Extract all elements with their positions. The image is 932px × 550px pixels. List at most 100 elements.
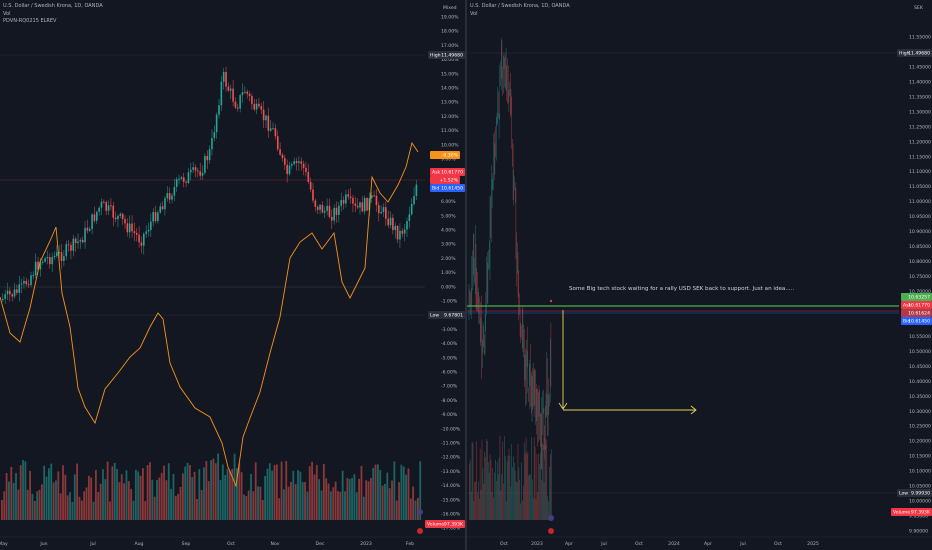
price-candle bbox=[67, 244, 70, 246]
price-candle bbox=[34, 261, 37, 275]
price-candle bbox=[352, 197, 354, 204]
price-candle bbox=[88, 228, 91, 231]
left-chart-panel[interactable]: 19.00% 18.00% 17.00% 16.00% 15.00% 14.00% 13.0… bbox=[0, 0, 466, 550]
right-low-tag bbox=[897, 489, 932, 497]
volume-bar bbox=[480, 490, 482, 520]
left-percent-tick: -13.00% bbox=[441, 469, 461, 475]
volume-bar bbox=[509, 455, 511, 520]
price-candle bbox=[415, 184, 418, 197]
volume-bar bbox=[153, 496, 156, 520]
price-candle bbox=[53, 255, 56, 258]
volume-bar bbox=[207, 481, 210, 520]
volume-bar bbox=[57, 471, 60, 520]
idea-annotation[interactable]: Some Big tech stock waiting for a rally … bbox=[569, 286, 795, 292]
volume-bar bbox=[48, 468, 50, 520]
volume-bar bbox=[487, 441, 488, 520]
volume-bar bbox=[521, 462, 522, 520]
price-candle bbox=[81, 239, 84, 243]
volume-bar bbox=[341, 470, 344, 520]
volume-bar bbox=[512, 466, 513, 520]
volume-bar bbox=[547, 496, 548, 520]
event-flag-icon[interactable] bbox=[548, 515, 554, 521]
volume-bar bbox=[95, 469, 97, 520]
right-chart-panel[interactable]: 11.5500011.5000011.4500011.4000011.35000… bbox=[467, 0, 932, 550]
volume-bar bbox=[170, 488, 172, 520]
price-candle bbox=[284, 158, 286, 165]
volume-bar bbox=[259, 486, 262, 520]
price-candle bbox=[121, 213, 124, 220]
flag-us-icon[interactable] bbox=[548, 528, 554, 534]
volume-bar bbox=[318, 479, 321, 520]
volume-bar bbox=[134, 469, 137, 520]
arrow-down-head[interactable] bbox=[558, 402, 568, 410]
price-candle bbox=[239, 95, 241, 109]
left-percent-tick: 15.00% bbox=[441, 71, 459, 77]
right-ask-tag-label: Ask bbox=[903, 303, 912, 309]
left-volume-tag-value: 97.393K bbox=[444, 522, 464, 528]
volume-bar bbox=[534, 446, 536, 520]
price-candle bbox=[331, 216, 333, 221]
price-candle bbox=[300, 161, 303, 164]
left-percent-tick: -9.00% bbox=[441, 412, 458, 418]
price-candle bbox=[175, 179, 178, 187]
volume-bar bbox=[393, 461, 396, 520]
event-flag-icon[interactable] bbox=[417, 509, 423, 515]
left-month-tick: Nov bbox=[271, 541, 280, 547]
volume-bar bbox=[268, 463, 271, 520]
volume-bar bbox=[412, 486, 415, 520]
price-candle bbox=[291, 163, 293, 166]
left-percent-tick: 18.00% bbox=[441, 29, 459, 35]
volume-bar bbox=[487, 462, 489, 520]
volume-bar bbox=[332, 487, 335, 520]
left-percent-tick: 11.00% bbox=[441, 128, 459, 134]
left-percent-tick: 6.00% bbox=[441, 199, 456, 205]
volume-bar bbox=[104, 479, 107, 520]
left-change-tag-value: +1.52% bbox=[440, 178, 459, 184]
volume-bar bbox=[130, 488, 133, 520]
price-candle bbox=[194, 167, 197, 171]
price-candle bbox=[58, 252, 60, 254]
volume-bar bbox=[510, 486, 512, 520]
left-scale-mode: Mixed bbox=[443, 5, 457, 11]
volume-bar bbox=[10, 466, 13, 520]
volume-bar bbox=[493, 497, 494, 520]
volume-bar bbox=[181, 473, 184, 520]
volume-bar bbox=[156, 480, 158, 520]
flag-us-icon[interactable] bbox=[417, 528, 423, 534]
left-month-tick: Jun bbox=[39, 541, 47, 547]
volume-bar bbox=[369, 478, 372, 520]
price-candle bbox=[79, 239, 82, 242]
volume-bar bbox=[17, 489, 20, 520]
left-chart-canvas[interactable]: 19.00% 18.00% 17.00% 16.00% 15.00% 14.00% 13.0… bbox=[0, 0, 466, 550]
volume-bar bbox=[388, 488, 391, 520]
volume-bar bbox=[186, 462, 189, 520]
price-candle bbox=[281, 154, 284, 159]
volume-bar bbox=[495, 459, 496, 520]
volume-bar bbox=[165, 480, 168, 520]
volume-bar bbox=[500, 490, 502, 520]
volume-bar bbox=[494, 472, 495, 520]
volume-bar bbox=[398, 482, 400, 520]
right-support-tag-value: 10.63257 bbox=[908, 295, 930, 301]
price-candle bbox=[258, 103, 260, 107]
price-candle bbox=[60, 252, 63, 261]
price-candle bbox=[103, 201, 105, 203]
volume-bar bbox=[22, 460, 24, 520]
volume-bar bbox=[475, 481, 476, 520]
volume-bar bbox=[351, 477, 353, 520]
volume-bar bbox=[541, 442, 543, 520]
arrow-right-head[interactable] bbox=[690, 405, 697, 415]
volume-bar bbox=[137, 471, 140, 520]
volume-bar bbox=[254, 462, 257, 520]
right-chart-canvas[interactable]: 11.5500011.5000011.4500011.4000011.35000… bbox=[467, 0, 932, 550]
price-candle bbox=[265, 115, 267, 121]
volume-bar bbox=[45, 476, 48, 520]
left-percent-tick: -11.00% bbox=[441, 441, 461, 447]
volume-bar bbox=[315, 464, 318, 520]
volume-bar bbox=[297, 470, 299, 520]
left-high-tag-value: 11.49680 bbox=[441, 53, 463, 59]
price-candle bbox=[150, 221, 152, 231]
left-month-tick: Jul bbox=[89, 541, 96, 547]
price-candle bbox=[107, 205, 110, 211]
panel-divider[interactable] bbox=[465, 0, 467, 550]
